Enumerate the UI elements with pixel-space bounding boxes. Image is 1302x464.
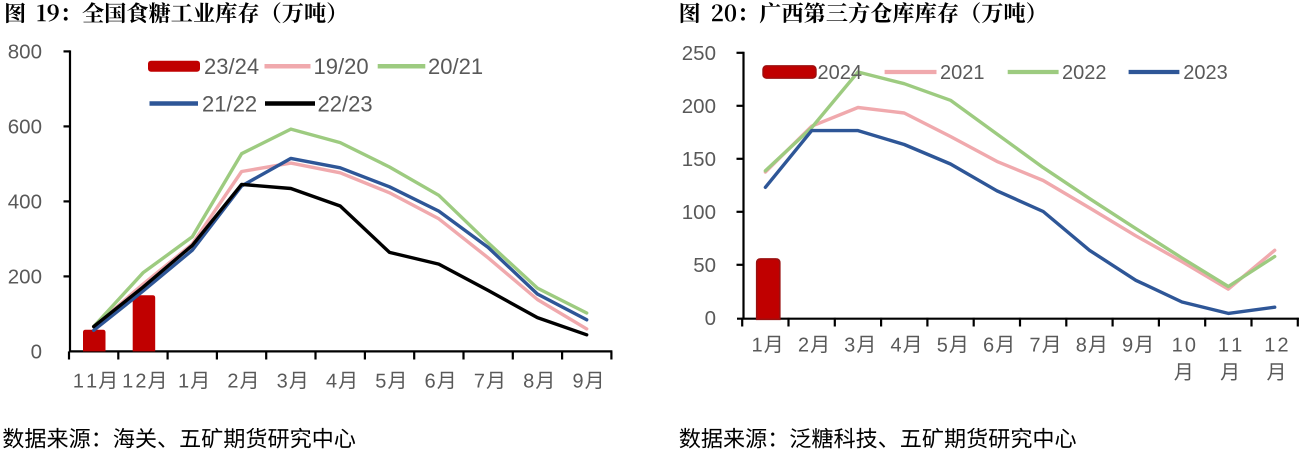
svg-text:2022: 2022	[1062, 62, 1107, 84]
svg-text:22/23: 22/23	[318, 91, 373, 116]
svg-text:2024: 2024	[818, 62, 863, 84]
svg-text:600: 600	[8, 116, 42, 139]
svg-text:2021: 2021	[940, 62, 985, 84]
svg-text:250: 250	[682, 42, 716, 65]
svg-text:800: 800	[8, 41, 42, 64]
svg-text:2023: 2023	[1183, 62, 1228, 84]
svg-text:50: 50	[693, 254, 716, 277]
svg-text:400: 400	[8, 191, 42, 214]
svg-text:20/21: 20/21	[428, 54, 483, 79]
svg-text:200: 200	[682, 95, 716, 118]
svg-text:100: 100	[682, 201, 716, 224]
svg-text:200: 200	[8, 266, 42, 289]
svg-text:21/22: 21/22	[202, 91, 257, 116]
svg-text:19/20: 19/20	[314, 54, 369, 79]
svg-text:0: 0	[705, 307, 716, 330]
svg-text:23/24: 23/24	[204, 54, 259, 79]
svg-text:0: 0	[31, 341, 42, 364]
svg-text:150: 150	[682, 148, 716, 171]
